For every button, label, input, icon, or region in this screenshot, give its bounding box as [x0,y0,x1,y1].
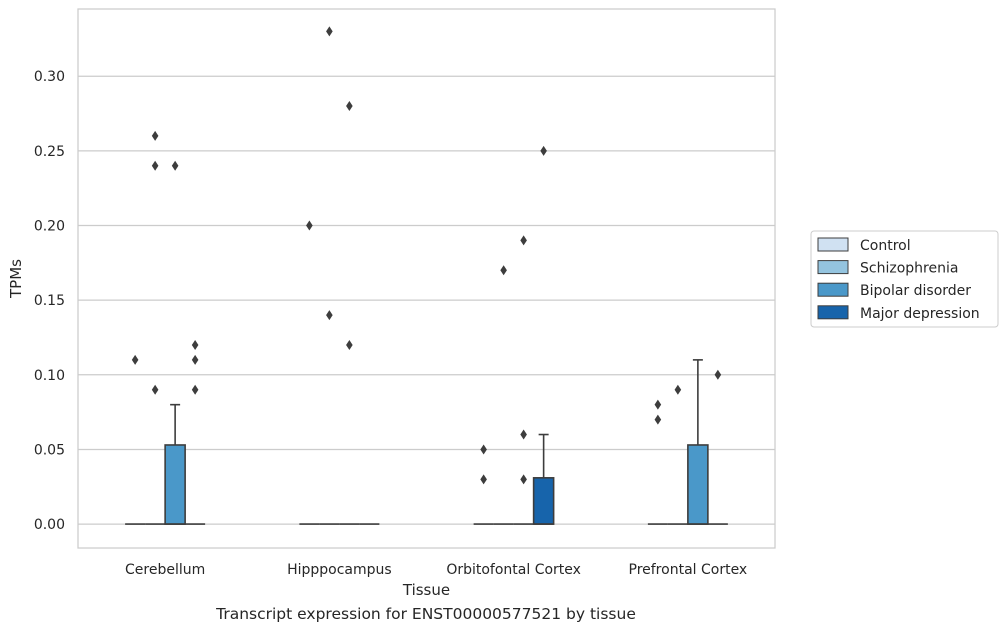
x-tick-label: Cerebellum [125,562,205,578]
outlier-point [654,399,662,410]
outlier-point [306,220,313,231]
y-tick-label: 0.15 [34,293,65,309]
box-group [647,399,668,525]
outlier-point [151,384,159,395]
y-tick-label: 0.30 [34,69,65,85]
outlier-point [346,101,353,112]
box-group [513,235,534,525]
outlier-point [151,160,159,171]
box-group [164,160,186,525]
outlier-point [714,369,722,380]
legend-swatch [817,260,849,275]
box-group [532,145,555,525]
x-tick-label: Hipppocampus [287,562,392,578]
y-tick-label: 0.20 [34,218,65,234]
outlier-point [520,235,527,246]
outlier-point [326,26,333,37]
box-group [667,384,688,525]
box-group [299,220,320,525]
box-group [125,354,146,525]
gridlines [78,75,775,525]
outlier-point [520,474,527,485]
outlier-point [674,384,682,395]
box-group [473,444,494,525]
outlier-point [191,384,199,395]
outlier-point [520,429,527,440]
x-axis-label: Tissue [402,581,450,599]
outlier-point [346,339,353,350]
outlier-point [480,474,487,485]
outlier-point [480,444,487,455]
box-body [687,444,709,525]
legend: Control Schizophrenia Bipolar disorder Majo… [810,230,999,328]
outlier-point [540,145,547,156]
outlier-point [171,160,179,171]
y-tick-label: 0.25 [34,144,65,160]
box-group [185,339,206,525]
legend-label: Bipolar disorder [860,283,971,299]
y-tick-label: 0.00 [34,517,65,533]
legend-label: Major depression [860,306,980,322]
outlier-point [500,265,507,276]
outlier-point [131,354,139,365]
outlier-point [191,354,199,365]
outlier-point [326,310,333,321]
outlier-point [151,130,159,141]
box-series [125,26,728,525]
y-axis-ticks: 0.00 0.05 0.10 0.15 0.20 0.25 0.30 [34,69,65,533]
outlier-point [191,339,199,350]
y-axis-label: TPMs [7,259,25,299]
legend-frame [810,230,999,328]
box-group [687,359,709,525]
box-group [707,369,728,525]
box-group [493,265,514,525]
legend-swatch [817,305,849,320]
legend-swatch [817,237,849,252]
legend-label: Schizophrenia [860,261,958,277]
plot-frame [77,8,776,549]
y-tick-label: 0.05 [34,442,65,458]
box-body [164,444,186,525]
box-body [532,477,555,525]
outlier-point [654,414,662,425]
box-group [145,130,166,525]
figure-caption: Transcript expression for ENST0000057752… [216,605,636,623]
box-group [319,26,340,525]
box-group [339,101,360,525]
x-tick-label: Prefrontal Cortex [629,562,748,578]
x-axis-ticks: Cerebellum Hipppocampus Orbitofontal Corte… [125,562,747,578]
x-tick-label: Orbitofontal Cortex [446,562,581,578]
legend-swatch [817,282,849,297]
legend-label: Control [860,238,911,254]
y-tick-label: 0.10 [34,368,65,384]
